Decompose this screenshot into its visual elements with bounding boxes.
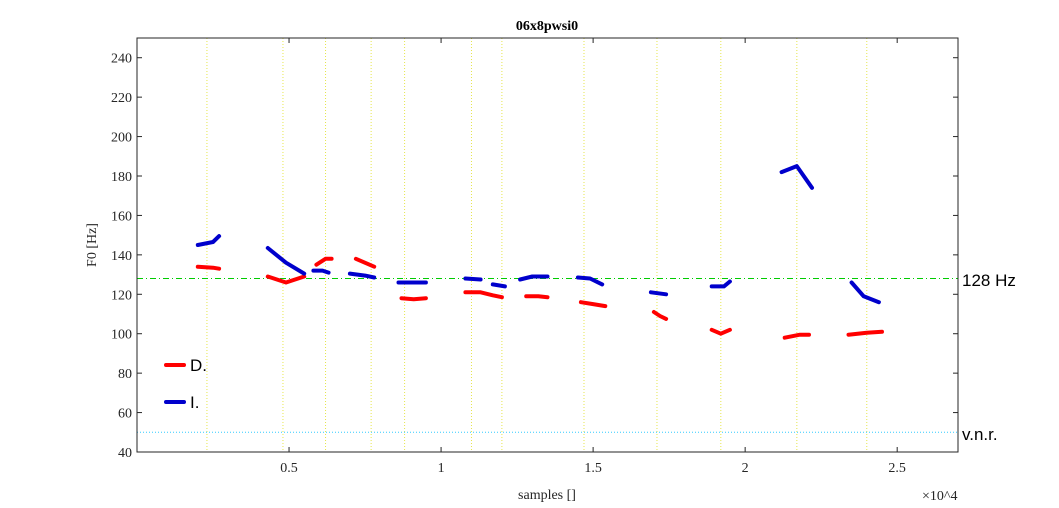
x-tick-label-3: 2 [742,461,749,476]
x-exponent-label: ×10^4 [922,489,957,504]
x-tick-label-4: 2.5 [888,461,906,476]
y-axis-label: F0 [Hz] [85,223,100,267]
series-0-segment-4 [399,296,428,302]
y-tick-label-4: 120 [111,288,132,303]
y-tick-label-7: 180 [111,170,132,185]
x-axis: 0.5 1 1.5 2 2.5 [280,38,906,476]
y-tick-label-9: 220 [111,91,132,106]
series-0-segment-3 [353,256,377,269]
series-0-segment-1 [265,274,307,285]
series-1-segment-0 [195,234,222,247]
series-1-segment-7 [518,274,550,282]
legend-label-d: D. [190,356,207,375]
x-tick-label-0: 0.5 [280,461,298,476]
y-tick-label-0: 40 [118,446,132,461]
series-layer [195,164,884,340]
x-tick-label-1: 1 [438,461,445,476]
series-0-segment-5 [463,290,504,300]
x-tick-label-2: 1.5 [584,461,602,476]
plot-area [137,38,958,452]
y-axis: 40 60 80 100 120 140 160 180 200 220 240 [111,52,958,461]
series-0-segment-8 [651,310,669,321]
series-1-segment-11 [779,164,814,190]
ref-label-vnr: v.n.r. [962,425,998,444]
series-1-segment-5 [463,276,483,282]
series-0-segment-6 [524,294,550,300]
chart-title: 06x8pwsi0 [516,19,578,34]
series-0-segment-9 [709,327,732,336]
x-axis-label: samples [] [518,488,576,503]
vertical-markers [206,38,868,452]
y-tick-label-5: 140 [111,249,132,264]
y-tick-label-2: 80 [118,367,132,382]
series-0-segment-10 [782,332,811,340]
y-tick-label-8: 200 [111,131,132,146]
y-tick-label-1: 60 [118,407,132,422]
reference-lines [137,278,958,433]
plot-frame [136,37,959,453]
y-tick-label-3: 100 [111,328,132,343]
ref-label-128hz: 128 Hz [962,271,1016,290]
series-1-segment-12 [849,280,881,305]
series-1-segment-3 [347,271,377,280]
series-1-segment-2 [311,268,331,275]
legend: D. I. [164,356,207,412]
series-1-segment-8 [575,275,605,287]
series-1-segment-10 [709,279,732,289]
series-0-segment-7 [578,300,608,309]
series-0-segment-0 [195,264,222,271]
series-0-segment-11 [846,329,884,337]
y-tick-label-10: 240 [111,52,132,67]
legend-label-i: I. [190,393,199,412]
series-1-segment-6 [490,282,507,289]
series-1-segment-9 [648,290,669,297]
series-0-segment-2 [314,256,334,267]
series-1-segment-1 [265,246,307,276]
y-tick-label-6: 160 [111,209,132,224]
